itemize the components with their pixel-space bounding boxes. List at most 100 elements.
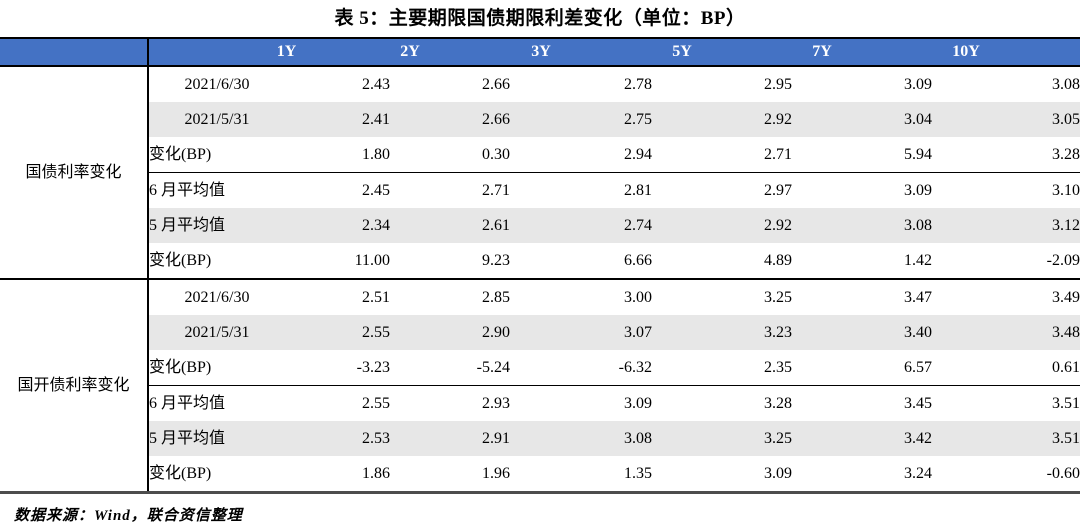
cell-value: 3.45 (792, 385, 932, 421)
cell-value: 2.97 (652, 172, 792, 208)
cell-value: 3.08 (792, 208, 932, 243)
cell-value: 5.94 (904, 146, 932, 163)
cell-value: 3.49 (932, 278, 1080, 315)
cell-value: 2.66 (390, 102, 510, 137)
cell-value: 2.90 (390, 315, 510, 350)
row-label: 2021/5/31 (148, 315, 263, 350)
cell-value: 2.55 (263, 315, 390, 350)
cell-value: 3.04 (792, 102, 932, 137)
cell-value: 3.42 (792, 421, 932, 456)
cell-value: 2.66 (482, 76, 510, 93)
cell-value: 3.08 (510, 421, 652, 456)
cell-value: -5.24 (476, 359, 510, 376)
row-label: 2021/6/30 (184, 76, 250, 93)
cell-value: 2.92 (652, 102, 792, 137)
row-label: 2021/5/31 (148, 102, 263, 137)
table-row: 2021/5/31 2.55 2.90 3.07 3.23 3.40 3.48 (0, 315, 1080, 350)
row-label: 2021/6/30 (148, 278, 263, 315)
cell-value: 1.86 (362, 465, 390, 482)
cell-value: 6.66 (624, 252, 652, 269)
table-row: 变化(BP) -3.23 -5.24 -6.32 2.35 6.57 0.61 (0, 350, 1080, 386)
cell-value: 3.48 (932, 315, 1080, 350)
cell-value: 2.75 (510, 102, 652, 137)
term-spread-table: 1Y 2Y 3Y 5Y 7Y 10Y 国债利率变化 2021/6/30 2.43… (0, 37, 1080, 494)
cell-value: 2.43 (362, 76, 390, 93)
column-header-7y: 7Y (792, 38, 932, 67)
page-title: 表 5：主要期限国债期限利差变化（单位：BP） (334, 8, 746, 29)
cell-value: 0.61 (1052, 359, 1080, 376)
column-header-3y: 3Y (510, 38, 652, 67)
column-header-5y: 5Y (652, 38, 792, 67)
cell-value: 3.25 (652, 278, 792, 315)
row-label: 变化(BP) (149, 465, 212, 482)
row-label: 6 月平均值 (148, 172, 263, 208)
table-row: 6 月平均值 2.55 2.93 3.09 3.28 3.45 3.51 (0, 385, 1080, 421)
row-group-label-treasury: 国债利率变化 (0, 66, 149, 279)
cell-value: 2.55 (263, 385, 390, 421)
cell-value: 3.51 (932, 421, 1080, 456)
table-row: 6 月平均值 2.45 2.71 2.81 2.97 3.09 3.10 (0, 172, 1080, 208)
cell-value: 2.41 (263, 102, 390, 137)
cell-value: -2.09 (1046, 252, 1080, 269)
cell-value: 3.51 (932, 385, 1080, 421)
cell-value: 3.40 (792, 315, 932, 350)
cell-value: 3.28 (652, 385, 792, 421)
cell-value: 3.09 (904, 76, 932, 93)
row-label: 6 月平均值 (148, 385, 263, 421)
cell-value: 3.10 (932, 172, 1080, 208)
cell-value: 4.89 (764, 252, 792, 269)
cell-value: 2.92 (652, 208, 792, 243)
cell-value: 3.09 (764, 465, 792, 482)
table-row: 国开债利率变化 2021/6/30 2.51 2.85 3.00 3.25 3.… (0, 278, 1080, 493)
row-label: 变化(BP) (149, 359, 212, 376)
cell-value: 2.61 (390, 208, 510, 243)
column-header-2y: 2Y (390, 38, 510, 67)
row-label: 5 月平均值 (148, 208, 263, 243)
cell-value: 0.30 (482, 146, 510, 163)
cell-value: 2.81 (510, 172, 652, 208)
cell-value: 3.24 (904, 465, 932, 482)
cell-value: 2.95 (764, 76, 792, 93)
cell-value: 11.00 (354, 252, 390, 269)
cell-value: 3.08 (1052, 76, 1080, 93)
cell-value: -6.32 (618, 359, 652, 376)
header-corner-group (0, 38, 149, 67)
row-label: 5 月平均值 (148, 421, 263, 456)
cell-value: -3.23 (356, 359, 390, 376)
cell-value: 3.07 (510, 315, 652, 350)
cell-value: 2.53 (263, 421, 390, 456)
cell-value: 9.23 (482, 252, 510, 269)
table-row: 变化(BP) 1.80 0.30 2.94 2.71 5.94 3.28 (0, 137, 1080, 173)
cell-value: 1.35 (624, 465, 652, 482)
cell-value: 3.28 (1052, 146, 1080, 163)
cell-value: 2.71 (390, 172, 510, 208)
row-label: 变化(BP) (149, 146, 212, 163)
cell-value: -0.60 (1046, 465, 1080, 482)
cell-value: 2.71 (764, 146, 792, 163)
cell-value: 3.05 (932, 102, 1080, 137)
cell-value: 2.94 (624, 146, 652, 163)
cell-value: 2.45 (263, 172, 390, 208)
cell-value: 2.34 (263, 208, 390, 243)
table-row: 变化(BP) 11.00 9.23 6.66 4.89 1.42 -2.09 (0, 243, 1080, 279)
cell-value: 3.12 (932, 208, 1080, 243)
row-group-label-cdb: 国开债利率变化 (0, 278, 149, 493)
cell-value: 3.25 (652, 421, 792, 456)
cell-value: 2.78 (624, 76, 652, 93)
cell-value: 1.42 (904, 252, 932, 269)
cell-value: 1.80 (362, 146, 390, 163)
cell-value: 2.93 (390, 385, 510, 421)
cell-value: 6.57 (904, 359, 932, 376)
cell-value: 1.96 (482, 465, 510, 482)
row-label: 变化(BP) (149, 252, 212, 269)
cell-value: 2.35 (764, 359, 792, 376)
header-row: 1Y 2Y 3Y 5Y 7Y 10Y (0, 38, 1080, 67)
column-header-10y: 10Y (932, 38, 1080, 67)
data-source-note: 数据来源：Wind，联合资信整理 (14, 508, 243, 524)
cell-value: 3.09 (792, 172, 932, 208)
table-row: 5 月平均值 2.34 2.61 2.74 2.92 3.08 3.12 (0, 208, 1080, 243)
cell-value: 3.09 (510, 385, 652, 421)
cell-value: 2.74 (510, 208, 652, 243)
column-header-1y: 1Y (263, 38, 390, 67)
cell-value: 2.85 (390, 278, 510, 315)
